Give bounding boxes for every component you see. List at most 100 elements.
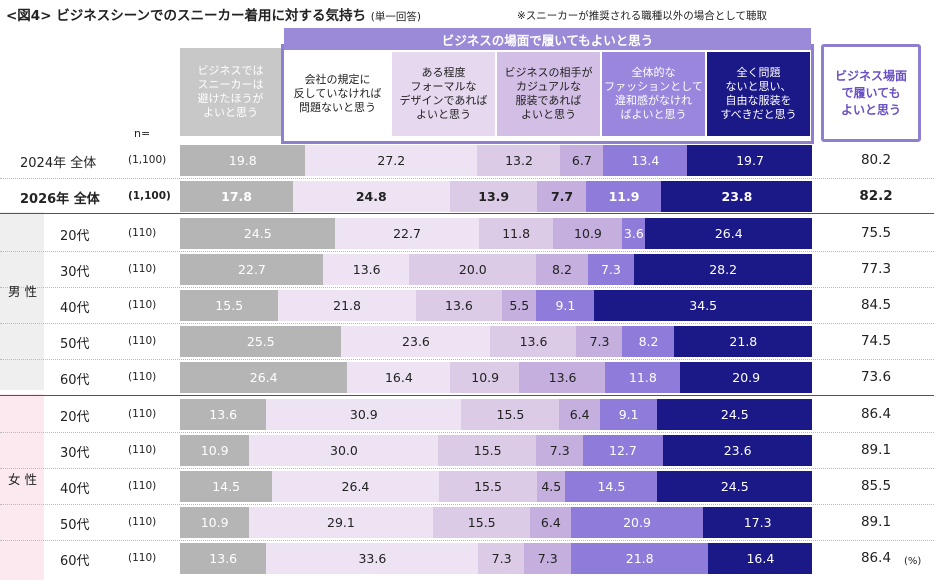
row-label: 2024年 全体: [20, 156, 97, 171]
bar-segment: 13.6: [519, 362, 606, 393]
bar-segment: 24.5: [657, 471, 813, 502]
bar-segment: 13.6: [180, 399, 267, 430]
row-n: (110): [128, 371, 157, 383]
female-group-band: [0, 394, 44, 580]
bar-segment: 13.2: [477, 145, 561, 176]
title-text: <図4> ビジネスシーンでのスニーカー着用に対する気持ち: [6, 8, 367, 24]
row-label: 20代: [60, 410, 90, 425]
bar-segment: 16.4: [346, 362, 451, 393]
row-n: (110): [128, 335, 157, 347]
bar-segment: 4.5: [536, 471, 566, 502]
row-separator: [0, 432, 934, 433]
bar-segment: 7.7: [537, 181, 587, 212]
row-label: 60代: [60, 554, 90, 569]
bar-segment: 22.7: [180, 254, 324, 285]
bar-segment: 20.0: [409, 254, 537, 285]
n-label: n=: [134, 127, 151, 140]
male-label: 男 性: [8, 284, 37, 299]
row-separator: [0, 504, 934, 505]
bar-segment: 26.4: [644, 218, 813, 249]
bar-segment: 7.3: [576, 326, 623, 357]
bar-segment: 13.6: [415, 290, 503, 321]
bar-segment: 6.7: [560, 145, 604, 176]
bar-segment: 15.5: [432, 507, 531, 538]
bar-segment: 20.9: [570, 507, 704, 538]
bar-segment: 17.8: [180, 181, 294, 212]
row-label: 20代: [60, 229, 90, 244]
row-total: 82.2: [859, 188, 893, 204]
row-n: (110): [128, 263, 157, 275]
bar-segment: 3.6: [622, 218, 646, 249]
bar-segment: 19.8: [180, 145, 306, 176]
bar-segment: 29.1: [248, 507, 434, 538]
note-text: ※スニーカーが推奨される職種以外の場合として聴取: [517, 10, 767, 22]
row-total: 89.1: [860, 442, 892, 458]
category-header-5: 全体的な ファッションとして 違和感がなけれ ばよいと思う: [602, 52, 705, 136]
row-label: 60代: [60, 373, 90, 388]
bar-segment: 10.9: [553, 218, 623, 249]
row-separator: [0, 178, 934, 179]
chart-title: <図4> ビジネスシーンでのスニーカー着用に対する気持ち (単一回答): [6, 4, 421, 24]
bar-segment: 23.6: [341, 326, 491, 357]
row-total: 77.3: [860, 261, 892, 277]
row-total: 86.4: [860, 550, 892, 566]
row-total: 85.5: [860, 478, 892, 494]
bar-segment: 13.4: [602, 145, 688, 176]
category-header-3: ある程度 フォーマルな デザインであれば よいと思う: [392, 52, 495, 136]
bar-segment: 13.6: [180, 543, 267, 574]
bar-segment: 15.5: [461, 399, 560, 430]
bar-segment: 7.3: [524, 543, 572, 574]
bar-segment: 33.6: [265, 543, 479, 574]
row-label: 50代: [60, 337, 90, 352]
row-total: 75.5: [860, 225, 892, 241]
row-total: 74.5: [860, 333, 892, 349]
bar-segment: 9.1: [599, 399, 658, 430]
bar-segment: 28.2: [633, 254, 813, 285]
bar-segment: 26.4: [180, 362, 348, 393]
row-separator: [0, 287, 934, 288]
bar-segment: 10.9: [450, 362, 520, 393]
bar-segment: 16.4: [708, 543, 813, 574]
group-label: ビジネスの場面で履いてもよいと思う: [284, 28, 811, 50]
bar-segment: 14.5: [180, 471, 273, 502]
bar-segment: 34.5: [593, 290, 813, 321]
row-separator: [0, 540, 934, 541]
bar-segment: 15.5: [180, 290, 279, 321]
female-label: 女 性: [8, 472, 37, 487]
bar-segment: 24.5: [180, 218, 336, 249]
bar-segment: 25.5: [180, 326, 342, 357]
subtitle: (単一回答): [370, 11, 421, 23]
bar-segment: 11.8: [605, 362, 681, 393]
bar-segment: 10.9: [180, 507, 250, 538]
bar-segment: 30.9: [265, 399, 462, 430]
bar-segment: 13.6: [323, 254, 410, 285]
row-label: 40代: [60, 301, 90, 316]
category-header-6: 全く問題 ないと思い、 自由な服装を すべきだと思う: [707, 52, 810, 136]
bar-segment: 11.8: [478, 218, 554, 249]
bar-segment: 15.5: [438, 435, 537, 466]
bar-segment: 6.4: [530, 507, 572, 538]
bar-segment: 6.4: [559, 399, 601, 430]
row-separator: [0, 359, 934, 360]
bar-segment: 8.2: [535, 254, 589, 285]
row-label: 30代: [60, 446, 90, 461]
bar-segment: 13.9: [449, 181, 538, 212]
bar-segment: 21.8: [674, 326, 813, 357]
bar-segment: 21.8: [570, 543, 709, 574]
bar-segment: 22.7: [334, 218, 480, 249]
row-n: (110): [128, 299, 157, 311]
bar-segment: 19.7: [687, 145, 813, 176]
row-total: 89.1: [860, 514, 892, 530]
bar-segment: 30.0: [248, 435, 439, 466]
row-n: (110): [128, 552, 157, 564]
row-n: (110): [128, 516, 157, 528]
category-header-1: ビジネスでは スニーカーは 避けたほうが よいと思う: [180, 48, 281, 136]
bar-segment: 17.3: [702, 507, 813, 538]
row-label: 50代: [60, 518, 90, 533]
row-total: 73.6: [860, 369, 892, 385]
bar-segment: 9.1: [536, 290, 595, 321]
bar-segment: 27.2: [305, 145, 478, 176]
bar-segment: 13.6: [490, 326, 577, 357]
row-n: (110): [128, 408, 157, 420]
bar-segment: 21.8: [277, 290, 417, 321]
